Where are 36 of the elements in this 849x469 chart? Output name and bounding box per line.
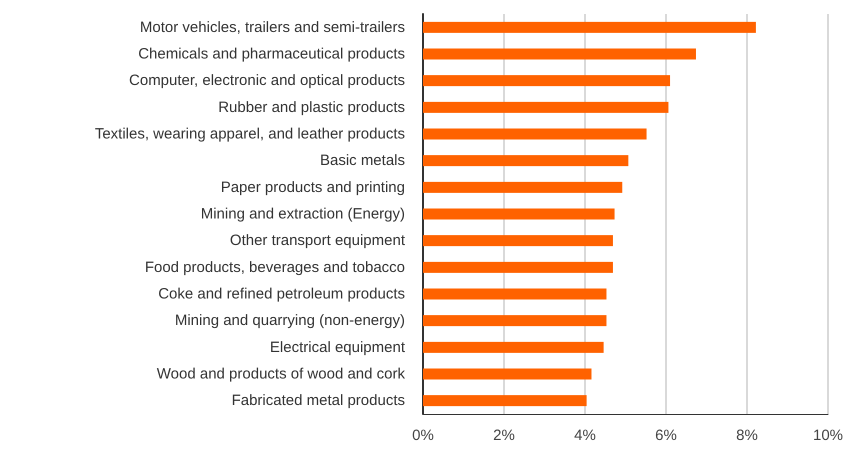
bar xyxy=(423,342,604,353)
y-tick-label: Computer, electronic and optical products xyxy=(129,72,405,90)
bar xyxy=(423,288,606,300)
y-tick-label: Food products, beverages and tobacco xyxy=(144,258,405,276)
y-tick-label: Mining and quarrying (non-energy) xyxy=(174,312,405,330)
bar xyxy=(423,128,647,140)
y-tick-label: Fabricated metal products xyxy=(232,392,405,410)
bar xyxy=(423,208,615,220)
bar xyxy=(423,315,606,326)
y-tick-label: Other transport equipment xyxy=(230,232,406,250)
bar xyxy=(423,75,670,86)
x-tick-label: 0% xyxy=(412,427,434,444)
y-tick-label: Rubber and plastic products xyxy=(218,98,405,116)
y-tick-label: Textiles, wearing apparel, and leather products xyxy=(94,126,405,142)
bar xyxy=(423,182,622,193)
x-tick-label: 2% xyxy=(493,427,515,444)
bar xyxy=(423,155,628,166)
x-tick-label: 4% xyxy=(574,427,596,444)
y-tick-label: Coke and refined petroleum products xyxy=(158,286,405,302)
bar xyxy=(423,22,756,33)
y-tick-label: Paper products and printing xyxy=(220,178,405,196)
y-tick-label: Wood and products of wood and cork xyxy=(156,366,406,382)
bar xyxy=(423,235,613,246)
bar xyxy=(423,395,587,406)
bar xyxy=(423,262,613,273)
x-tick-label: 6% xyxy=(655,427,677,444)
y-tick-label: Electrical equipment xyxy=(270,338,406,356)
y-tick-label: Mining and extraction (Energy) xyxy=(200,206,406,222)
bar xyxy=(423,102,668,113)
y-tick-label: Basic metals xyxy=(320,152,405,170)
y-tick-label: Chemicals and pharmaceutical products xyxy=(138,46,405,62)
bar xyxy=(423,368,592,380)
x-tick-label: 8% xyxy=(736,427,758,444)
y-tick-label: Motor vehicles, trailers and semi-trailers xyxy=(140,18,405,36)
x-tick-label: 10% xyxy=(812,427,844,444)
bar xyxy=(423,48,696,60)
